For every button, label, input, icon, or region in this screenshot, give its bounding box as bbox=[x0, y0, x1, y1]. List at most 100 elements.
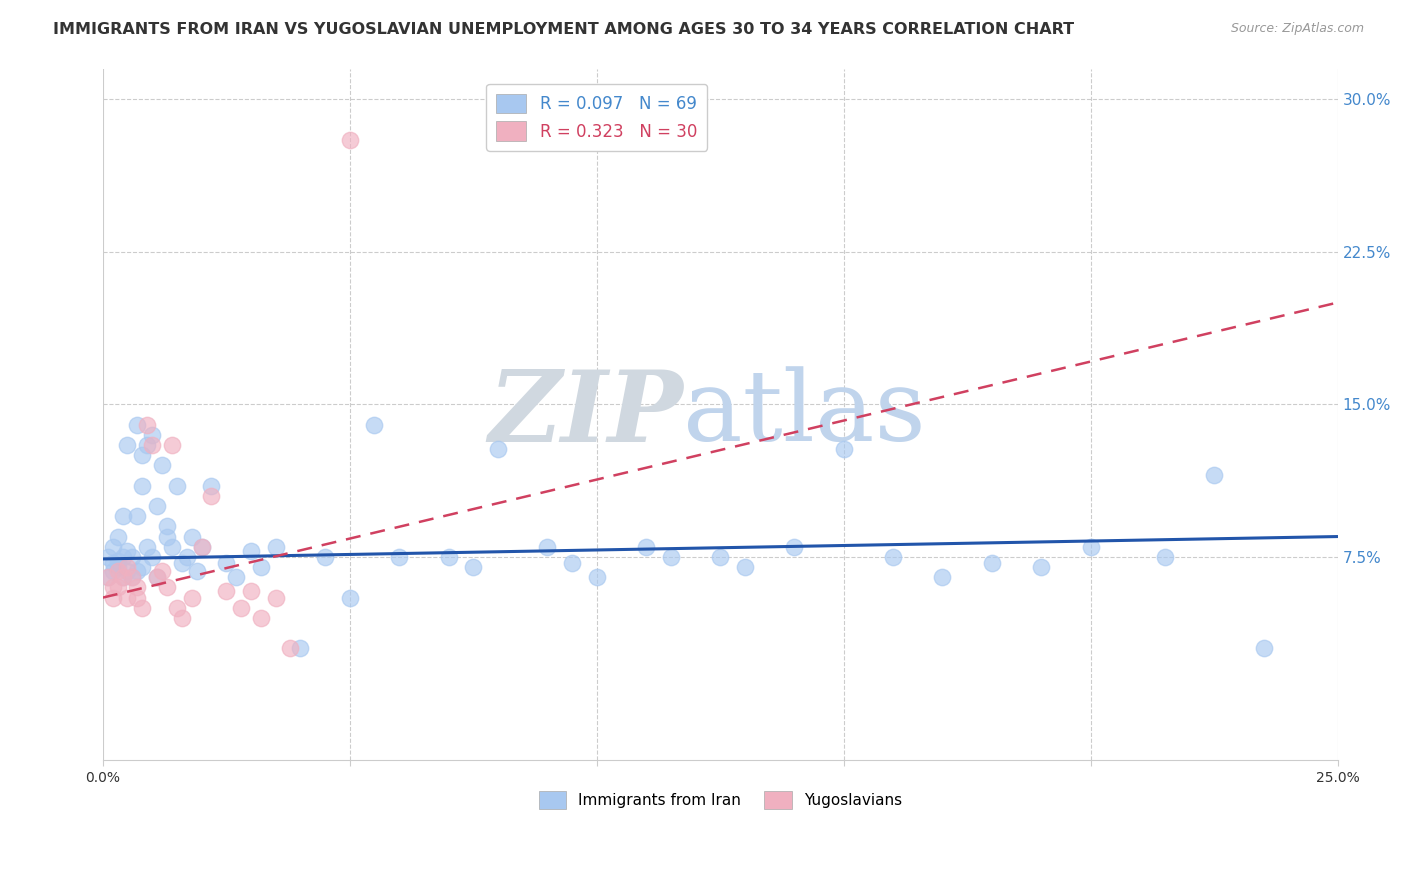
Point bbox=[931, 570, 953, 584]
Point bbox=[1153, 549, 1175, 564]
Point bbox=[437, 549, 460, 564]
Point bbox=[225, 570, 247, 584]
Point bbox=[150, 564, 173, 578]
Point bbox=[101, 591, 124, 605]
Point bbox=[190, 540, 212, 554]
Point bbox=[111, 509, 134, 524]
Point bbox=[121, 570, 143, 584]
Text: atlas: atlas bbox=[683, 367, 927, 462]
Point bbox=[215, 556, 238, 570]
Point bbox=[101, 564, 124, 578]
Point bbox=[363, 417, 385, 432]
Point bbox=[314, 549, 336, 564]
Point bbox=[734, 560, 756, 574]
Point bbox=[388, 549, 411, 564]
Point bbox=[783, 540, 806, 554]
Point bbox=[585, 570, 607, 584]
Point bbox=[180, 530, 202, 544]
Point bbox=[636, 540, 658, 554]
Point bbox=[250, 560, 273, 574]
Point bbox=[141, 549, 163, 564]
Point bbox=[121, 549, 143, 564]
Point bbox=[190, 540, 212, 554]
Point bbox=[980, 556, 1002, 570]
Point bbox=[101, 540, 124, 554]
Point bbox=[200, 489, 222, 503]
Text: IMMIGRANTS FROM IRAN VS YUGOSLAVIAN UNEMPLOYMENT AMONG AGES 30 TO 34 YEARS CORRE: IMMIGRANTS FROM IRAN VS YUGOSLAVIAN UNEM… bbox=[53, 22, 1074, 37]
Point bbox=[131, 600, 153, 615]
Point bbox=[832, 442, 855, 456]
Text: Source: ZipAtlas.com: Source: ZipAtlas.com bbox=[1230, 22, 1364, 36]
Point bbox=[215, 584, 238, 599]
Point bbox=[146, 499, 169, 513]
Point bbox=[146, 570, 169, 584]
Point bbox=[166, 478, 188, 492]
Point bbox=[156, 581, 179, 595]
Point bbox=[141, 427, 163, 442]
Point bbox=[659, 549, 682, 564]
Legend: Immigrants from Iran, Yugoslavians: Immigrants from Iran, Yugoslavians bbox=[533, 785, 908, 815]
Point bbox=[160, 438, 183, 452]
Point bbox=[290, 641, 312, 656]
Point bbox=[117, 591, 139, 605]
Point bbox=[709, 549, 731, 564]
Point bbox=[131, 560, 153, 574]
Point bbox=[111, 570, 134, 584]
Point bbox=[136, 438, 159, 452]
Point bbox=[150, 458, 173, 473]
Point bbox=[536, 540, 558, 554]
Point bbox=[186, 564, 208, 578]
Point bbox=[250, 611, 273, 625]
Point bbox=[280, 641, 302, 656]
Point bbox=[156, 530, 179, 544]
Point bbox=[141, 438, 163, 452]
Point bbox=[127, 581, 149, 595]
Point bbox=[117, 564, 139, 578]
Point bbox=[101, 556, 124, 570]
Point bbox=[107, 560, 129, 574]
Point bbox=[339, 133, 361, 147]
Point bbox=[240, 543, 263, 558]
Point bbox=[160, 540, 183, 554]
Point bbox=[166, 600, 188, 615]
Point bbox=[180, 591, 202, 605]
Point bbox=[1253, 641, 1275, 656]
Point bbox=[117, 543, 139, 558]
Point bbox=[131, 448, 153, 462]
Point bbox=[240, 584, 263, 599]
Point bbox=[97, 570, 120, 584]
Point bbox=[111, 570, 134, 584]
Point bbox=[127, 591, 149, 605]
Point bbox=[264, 591, 287, 605]
Point bbox=[136, 540, 159, 554]
Point bbox=[229, 600, 252, 615]
Point bbox=[127, 564, 149, 578]
Point bbox=[156, 519, 179, 533]
Text: ZIP: ZIP bbox=[488, 367, 683, 463]
Point bbox=[882, 549, 904, 564]
Point bbox=[200, 478, 222, 492]
Point bbox=[1080, 540, 1102, 554]
Point bbox=[127, 509, 149, 524]
Point bbox=[463, 560, 485, 574]
Point bbox=[146, 570, 169, 584]
Point bbox=[170, 611, 193, 625]
Point bbox=[107, 530, 129, 544]
Point bbox=[1031, 560, 1053, 574]
Point bbox=[117, 438, 139, 452]
Point bbox=[131, 478, 153, 492]
Point bbox=[176, 549, 198, 564]
Point bbox=[561, 556, 583, 570]
Point bbox=[127, 417, 149, 432]
Point bbox=[1204, 468, 1226, 483]
Point bbox=[101, 581, 124, 595]
Point bbox=[121, 570, 143, 584]
Point bbox=[117, 560, 139, 574]
Point bbox=[107, 554, 129, 568]
Point bbox=[97, 549, 120, 564]
Point bbox=[107, 564, 129, 578]
Point bbox=[107, 581, 129, 595]
Point bbox=[170, 556, 193, 570]
Point bbox=[264, 540, 287, 554]
Point bbox=[339, 591, 361, 605]
